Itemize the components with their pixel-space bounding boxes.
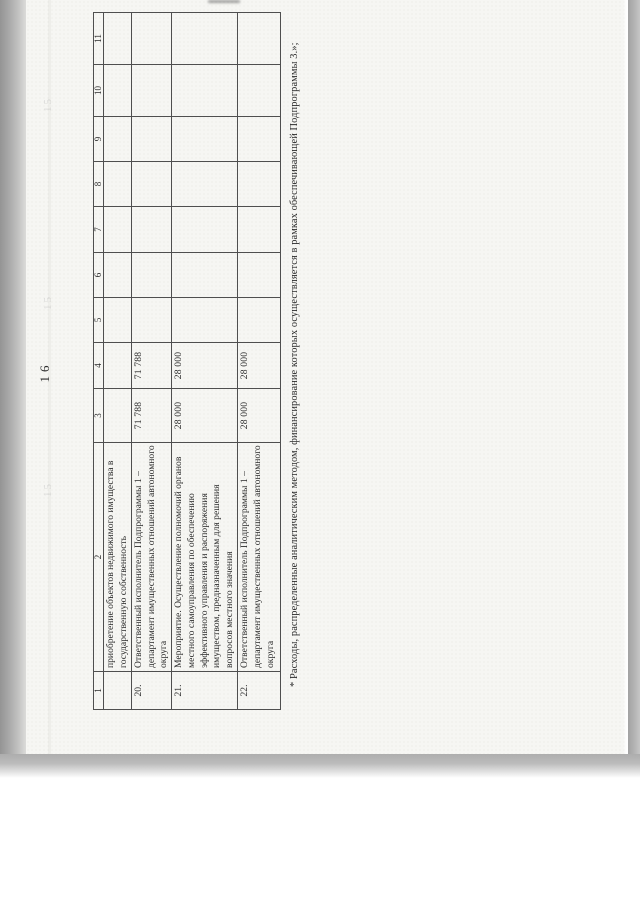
scanner-edge-left [0, 0, 26, 766]
empty-cell [237, 297, 281, 343]
empty-cell [171, 252, 238, 298]
table-header-row: 1 2 3 4 5 6 7 8 9 10 11 [93, 12, 104, 710]
column-header: 4 [93, 342, 104, 389]
empty-cell [131, 116, 172, 162]
empty-cell [131, 252, 172, 298]
empty-cell [171, 206, 238, 253]
empty-cell [131, 206, 172, 253]
empty-cell [237, 64, 281, 117]
value-cell [103, 342, 132, 389]
rotated-document-content: 16 15 15 15 1 2 3 4 5 6 7 8 9 [26, 0, 628, 756]
bleedthrough-page-number: 15 [42, 482, 54, 497]
value-cell: 28 000 [171, 388, 238, 443]
paper-fold-line [48, 0, 51, 756]
column-header: 10 [93, 64, 104, 117]
value-cell: 71 788 [131, 388, 172, 443]
empty-cell [237, 206, 281, 253]
paper-edge-highlight [623, 0, 628, 756]
empty-cell [131, 64, 172, 117]
column-header: 5 [93, 297, 104, 343]
row-number-cell: 22. [237, 671, 281, 710]
empty-cell [103, 116, 132, 162]
empty-cell [103, 161, 132, 207]
column-header: 1 [93, 671, 104, 710]
column-header: 9 [93, 116, 104, 162]
empty-cell [171, 12, 238, 65]
row-title-cell: Мероприятие. Осуществление полномочий ор… [171, 442, 238, 672]
bleedthrough-page-number: 15 [42, 295, 54, 310]
empty-cell [237, 161, 281, 207]
value-cell [103, 388, 132, 443]
empty-cell [237, 252, 281, 298]
empty-cell [103, 252, 132, 298]
empty-cell [237, 116, 281, 162]
page-top-smudge [208, 0, 240, 3]
value-cell: 28 000 [237, 342, 281, 389]
empty-cell [237, 12, 281, 65]
empty-cell [131, 161, 172, 207]
empty-cell [171, 297, 238, 343]
program-funding-table: 1 2 3 4 5 6 7 8 9 10 11 приобретение объ… [93, 12, 281, 710]
empty-cell [103, 64, 132, 117]
empty-cell [103, 297, 132, 343]
empty-cell [131, 12, 172, 65]
row-number-cell: 21. [171, 671, 238, 710]
column-header: 11 [93, 12, 104, 65]
row-title-cell: Ответственный исполнитель Подпрограммы 1… [131, 442, 172, 672]
table-row: 20. Ответственный исполнитель Подпрограм… [131, 12, 172, 710]
empty-cell [131, 297, 172, 343]
page-number: 16 [37, 361, 52, 383]
empty-cell [171, 161, 238, 207]
table-row: 21. Мероприятие. Осуществление полномочи… [171, 12, 238, 710]
empty-cell [171, 64, 238, 117]
empty-cell [171, 116, 238, 162]
row-title-cell: приобретение объектов недвижимого имущес… [103, 442, 132, 672]
scanner-edge-right [628, 0, 640, 766]
table-row: 22. Ответственный исполнитель Подпрограм… [237, 12, 281, 710]
footnote: * Расходы, распределенные аналитическим … [289, 42, 300, 687]
table-row: приобретение объектов недвижимого имущес… [103, 12, 132, 710]
value-cell: 28 000 [237, 388, 281, 443]
bleedthrough-page-number: 15 [42, 97, 54, 112]
column-header: 8 [93, 161, 104, 207]
value-cell: 28 000 [171, 342, 238, 389]
row-number-cell: 20. [131, 671, 172, 710]
row-number-cell [103, 671, 132, 710]
column-header: 6 [93, 252, 104, 298]
value-cell: 71 788 [131, 342, 172, 389]
row-title-cell: Ответственный исполнитель Подпрограммы 1… [237, 442, 281, 672]
empty-cell [103, 206, 132, 253]
column-header: 2 [93, 442, 104, 672]
scanned-page: 16 15 15 15 1 2 3 4 5 6 7 8 9 [26, 0, 628, 756]
empty-cell [103, 12, 132, 65]
column-header: 3 [93, 388, 104, 443]
page-bottom-shadow [0, 754, 640, 778]
column-header: 7 [93, 206, 104, 253]
